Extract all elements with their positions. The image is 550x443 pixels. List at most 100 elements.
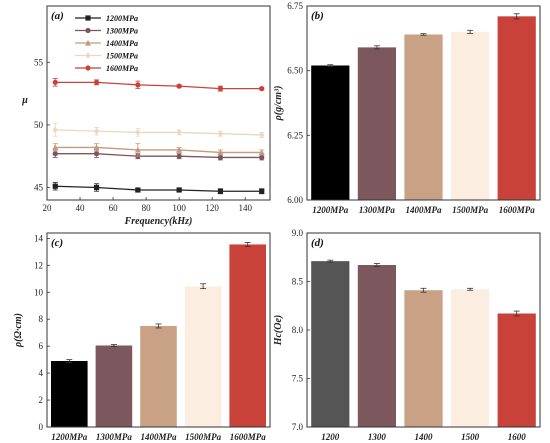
data-point — [217, 149, 224, 156]
x-tick-label: 1500MPa — [185, 432, 222, 442]
data-point — [176, 129, 182, 136]
legend-entry: 1400MPa — [75, 39, 138, 48]
y-axis-label: ρ(Ω·cm) — [13, 313, 24, 348]
data-point — [258, 149, 265, 156]
panel-b-bar-chart: 1200MPa 1300MPa 1400MPa 1500MPa 1600MPa (b) 6.… — [273, 1, 541, 215]
y-tick-label: 45 — [34, 182, 44, 192]
bar-1400MPa — [140, 325, 177, 427]
series-line — [55, 185, 262, 192]
data-point — [52, 79, 58, 85]
data-point — [217, 188, 224, 194]
data-point — [135, 129, 141, 136]
panel-label: (c) — [51, 237, 63, 249]
x-tick-label: 20 — [43, 203, 53, 213]
data-point — [93, 127, 100, 135]
y-tick-label: 50 — [34, 120, 44, 130]
y-tick-label: 6.50 — [287, 66, 303, 76]
data-point — [217, 86, 224, 92]
y-tick-label: 2 — [39, 395, 44, 405]
series-1400MPa — [52, 143, 265, 157]
y-tick-label: 9.0 — [292, 228, 304, 238]
data-point — [52, 183, 58, 189]
legend-label: 1500MPa — [106, 52, 138, 61]
y-tick-label: 12 — [34, 260, 43, 270]
data-point — [259, 188, 265, 194]
x-tick-label: 1500MPa — [452, 205, 489, 215]
data-point — [93, 144, 100, 151]
x-tick-label: 1200 — [321, 432, 340, 442]
panel-c-bar-chart: 1200MPa 1300MPa 1400MPa 1500MPa 1600MPa (c) 0 2… — [13, 232, 271, 442]
series-1300MPa — [52, 149, 265, 161]
x-tick-label: 140 — [238, 203, 252, 213]
x-tick-label: 1300MPa — [96, 432, 133, 442]
data-point — [217, 154, 224, 161]
data-point — [217, 130, 224, 137]
y-tick-label: 6.00 — [287, 195, 303, 205]
data-point — [85, 52, 91, 59]
y-axis-label: μ — [21, 95, 28, 106]
x-tick-label: 1600MPa — [499, 205, 536, 215]
y-tick-label: 7.5 — [292, 374, 304, 384]
series-1600MPa — [52, 78, 265, 92]
x-tick-label: 1400MPa — [141, 432, 178, 442]
x-tick-label: 100 — [172, 203, 186, 213]
y-tick-label: 7.0 — [292, 422, 304, 432]
panel-label: (a) — [51, 10, 64, 22]
legend-label: 1400MPa — [106, 39, 138, 48]
data-point — [52, 144, 59, 151]
data-point — [93, 184, 100, 191]
series-line — [55, 146, 262, 154]
legend-label: 1600MPa — [106, 64, 138, 73]
y-tick-label: 0 — [39, 422, 44, 432]
data-point — [85, 39, 91, 46]
x-tick-label: 80 — [142, 203, 152, 213]
bar-1200 — [311, 261, 350, 427]
y-tick-label: 10 — [34, 287, 44, 297]
y-tick-label: 8 — [39, 314, 44, 324]
x-tick-label: 1400MPa — [406, 205, 443, 215]
bar-1200MPa — [311, 65, 350, 200]
bar-1300MPa — [357, 47, 397, 201]
data-point — [52, 151, 58, 157]
x-tick-label: 1300MPa — [359, 205, 396, 215]
data-point — [134, 146, 141, 153]
bar-1500MPa — [450, 31, 490, 200]
bar-1600 — [497, 313, 536, 427]
series-1500MPa — [52, 123, 265, 139]
bar-1300MPa — [95, 345, 133, 427]
x-tick-label: 1200MPa — [51, 432, 88, 442]
y-tick-label: 55 — [34, 57, 44, 67]
y-tick-label: 6 — [39, 341, 44, 351]
y-tick-label: 14 — [34, 233, 44, 243]
y-axis-label: Hc(Oe) — [273, 315, 284, 347]
x-tick-label: 60 — [109, 203, 119, 213]
data-point — [93, 151, 100, 157]
data-point — [176, 153, 182, 159]
bar-1300 — [357, 265, 397, 427]
y-tick-label: 6.75 — [287, 1, 303, 11]
bar-1500 — [450, 289, 490, 427]
x-tick-label: 1600MPa — [230, 432, 267, 442]
panel-d-bar-chart: 1200 1300 1400 1500 1600 (d) 7.0 7.5 8.0 8.5 9.0 Hc… — [273, 228, 541, 442]
panel-label: (b) — [311, 10, 324, 22]
x-axis-label: Frequency(kHz) — [124, 216, 193, 227]
series-line — [55, 81, 262, 90]
bar-1600MPa — [229, 244, 266, 427]
data-point — [135, 187, 141, 193]
legend-entry: 1200MPa — [75, 14, 138, 23]
bar-1400MPa — [404, 34, 443, 200]
bar-1500MPa — [184, 286, 222, 427]
data-point — [135, 82, 141, 88]
data-point — [52, 126, 58, 134]
data-point — [259, 131, 265, 139]
series-1200MPa — [52, 182, 265, 195]
data-point — [93, 79, 100, 85]
panel-a-line-chart: (a) 20 40 60 80 100 120 140 Frequency(kHz) 45 50 55… — [21, 5, 271, 227]
legend-label: 1200MPa — [106, 14, 138, 23]
x-tick-label: 1400 — [415, 432, 434, 442]
data-point — [176, 83, 182, 89]
data-point — [176, 146, 183, 153]
legend-entry: 1600MPa — [75, 64, 138, 73]
data-point — [259, 154, 265, 161]
legend-label: 1300MPa — [106, 27, 138, 36]
